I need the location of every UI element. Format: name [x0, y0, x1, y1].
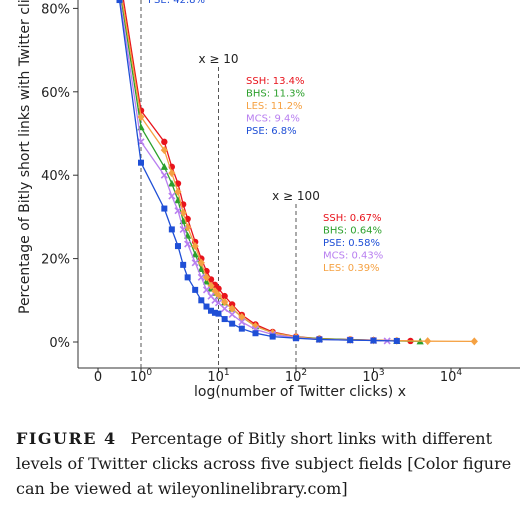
- data-point: [160, 171, 168, 179]
- series-mcs: [119, 0, 391, 345]
- y-tick-label: 20%: [41, 253, 70, 268]
- data-point: [221, 316, 228, 323]
- data-point: [180, 261, 187, 268]
- data-point: [238, 318, 246, 326]
- data-point: [229, 320, 236, 327]
- series-line: [122, 0, 411, 342]
- data-point: [168, 169, 176, 178]
- data-point: [221, 292, 228, 300]
- data-point: [211, 309, 218, 316]
- threshold-stat-label: BHS: 0.64%: [323, 226, 382, 237]
- series-les: [121, 0, 478, 346]
- y-ticks: 0% 20% 40% 60% 80%: [41, 2, 78, 351]
- data-point: [197, 265, 205, 273]
- data-point: [174, 243, 181, 250]
- caption-text: Percentage of Bitly short links with dif…: [16, 429, 512, 498]
- x-tick-label: 103: [362, 368, 384, 385]
- data-point: [370, 337, 377, 344]
- data-point: [347, 337, 354, 344]
- threshold-label: x ≥ 10: [198, 52, 238, 66]
- axes: [77, 0, 520, 369]
- x-ticks: 0 100 101 102 103 104: [94, 368, 463, 385]
- data-point: [470, 337, 478, 346]
- data-point: [179, 225, 187, 233]
- data-point: [168, 179, 176, 187]
- caption-label: FIGURE 4: [16, 429, 117, 448]
- data-point: [161, 138, 168, 146]
- chart-figure: 0% 20% 40% 60% 80% 0 100 101 102 103 104 x ≥ 10 SS…: [17, 0, 520, 400]
- data-point: [228, 304, 236, 313]
- data-point: [174, 187, 182, 196]
- x-tick-label: 100: [130, 368, 153, 385]
- data-point: [215, 310, 222, 317]
- series-line: [120, 0, 421, 343]
- y-tick-label: 60%: [41, 86, 70, 101]
- data-point: [316, 336, 323, 343]
- data-point: [174, 207, 182, 215]
- data-point: [138, 159, 144, 166]
- series-line: [119, 0, 388, 342]
- data-point: [116, 0, 123, 4]
- data-point: [137, 112, 145, 121]
- data-point: [228, 301, 236, 308]
- data-point: [393, 337, 400, 344]
- threshold-stat-label: PSE: 0.58%: [323, 238, 380, 249]
- data-point: [221, 305, 229, 313]
- data-point: [207, 307, 214, 314]
- threshold-stat-label: SSH: 0.67%: [323, 213, 382, 224]
- threshold-stat-label: LES: 11.2%: [246, 101, 303, 112]
- x-tick-label: 0: [94, 370, 102, 385]
- data-point: [293, 335, 299, 342]
- data-point: [202, 286, 211, 294]
- annotations: x ≥ 10 SSH: 13.4% BHS: 11.3%LES: 11.2% MCS:…: [148, 0, 383, 274]
- y-tick-label: 80%: [41, 2, 70, 17]
- data-point: [191, 259, 199, 267]
- data-point: [221, 297, 229, 306]
- threshold-stat-label: MCS: 0.43%: [323, 251, 383, 262]
- data-point: [168, 192, 176, 200]
- data-point: [214, 299, 223, 307]
- data-point: [197, 273, 205, 281]
- data-point: [238, 312, 246, 321]
- x-tick-label: 101: [207, 368, 229, 385]
- threshold-stat-label: MCS: 9.4%: [246, 114, 300, 125]
- data-point: [238, 325, 245, 332]
- data-point: [192, 286, 199, 293]
- threshold-stat-label: SSH: 13.4%: [246, 76, 305, 87]
- data-point: [252, 330, 259, 337]
- series-group: [116, 0, 478, 346]
- data-point: [160, 146, 168, 155]
- data-point: [179, 208, 187, 217]
- data-point: [191, 250, 199, 258]
- data-point: [184, 274, 191, 281]
- threshold-label: x ≥ 100: [272, 189, 320, 203]
- x-tick-label: 104: [440, 368, 463, 385]
- series-ssh: [122, 0, 414, 345]
- figure-caption: FIGURE 4 Percentage of Bitly short links …: [16, 426, 516, 501]
- data-point: [184, 223, 192, 232]
- threshold-stat-label: LES: 0.39%: [323, 263, 380, 274]
- x-axis-label: log(number of Twitter clicks) x: [194, 384, 406, 400]
- data-point: [161, 205, 168, 212]
- data-point: [203, 303, 210, 310]
- data-point: [269, 333, 276, 340]
- data-point: [198, 297, 205, 304]
- data-point: [191, 242, 199, 251]
- data-point: [184, 240, 192, 248]
- y-axis-label: Percentage of Bitly short links with Twi…: [17, 0, 33, 314]
- data-point: [214, 291, 223, 300]
- data-point: [424, 337, 432, 346]
- data-point: [168, 226, 175, 233]
- threshold-stat-label: PSE: 6.8%: [246, 126, 297, 137]
- x-tick-label: 102: [285, 368, 307, 385]
- data-point: [202, 273, 211, 282]
- series-pse: [116, 0, 400, 344]
- y-tick-label: 0%: [49, 336, 70, 351]
- threshold-stat-label: BHS: 11.3%: [246, 89, 305, 100]
- data-point: [228, 310, 236, 319]
- cropped-stat-label: PSE: 42.8%: [148, 0, 205, 6]
- data-point: [197, 258, 205, 267]
- data-point: [160, 163, 168, 170]
- y-tick-label: 40%: [41, 169, 70, 184]
